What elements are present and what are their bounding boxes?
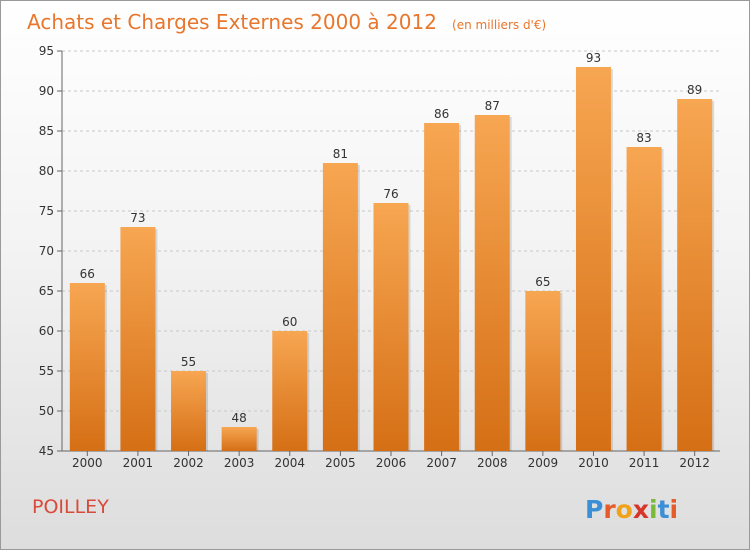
logo-letter: i bbox=[649, 495, 658, 524]
data-label: 65 bbox=[535, 275, 550, 289]
bar bbox=[575, 67, 611, 451]
x-tick-label: 2001 bbox=[123, 456, 154, 470]
y-tick-label: 55 bbox=[39, 364, 54, 378]
data-label: 89 bbox=[687, 83, 702, 97]
bar bbox=[525, 291, 561, 451]
chart-title: Achats et Charges Externes 2000 à 2012 (… bbox=[27, 10, 546, 34]
x-tick-label: 2000 bbox=[72, 456, 103, 470]
proxiti-logo: Proxiti bbox=[585, 495, 678, 524]
y-tick-label: 95 bbox=[39, 44, 54, 58]
x-tick-label: 2004 bbox=[274, 456, 305, 470]
x-tick-labels: 2000 2001 2002 2003 2004 2005 2006 2007 2008 2009… bbox=[72, 456, 710, 470]
data-labels: 66 73 55 48 60 81 76 86 87 65 93 83 89 bbox=[80, 51, 703, 425]
bar bbox=[69, 283, 105, 451]
data-label: 87 bbox=[485, 99, 500, 113]
x-tick-label: 2002 bbox=[173, 456, 204, 470]
data-label: 55 bbox=[181, 355, 196, 369]
y-tick-label: 60 bbox=[39, 324, 54, 338]
bar bbox=[424, 123, 460, 451]
y-tick-label: 70 bbox=[39, 244, 54, 258]
data-label: 60 bbox=[282, 315, 297, 329]
bar bbox=[272, 331, 308, 451]
data-label: 81 bbox=[333, 147, 348, 161]
bar bbox=[474, 115, 510, 451]
x-tick-label: 2010 bbox=[578, 456, 609, 470]
x-tick-label: 2008 bbox=[477, 456, 508, 470]
logo-letter: t bbox=[658, 495, 670, 524]
commune-name: POILLEY bbox=[32, 496, 109, 518]
x-tick-label: 2012 bbox=[679, 456, 710, 470]
x-tick-label: 2011 bbox=[629, 456, 660, 470]
data-label: 73 bbox=[130, 211, 145, 225]
chart-subtitle: (en milliers d'€) bbox=[452, 18, 546, 32]
y-tick-labels: 45 50 55 60 65 70 75 80 85 90 95 bbox=[39, 44, 54, 458]
x-tick-label: 2007 bbox=[426, 456, 457, 470]
bar bbox=[322, 163, 358, 451]
y-tick-label: 80 bbox=[39, 164, 54, 178]
bar bbox=[373, 203, 409, 451]
bar bbox=[677, 99, 713, 451]
logo-letter: r bbox=[603, 495, 616, 524]
logo-letter: x bbox=[633, 495, 649, 524]
bar bbox=[171, 371, 207, 451]
x-tick-label: 2009 bbox=[528, 456, 559, 470]
y-tick-label: 75 bbox=[39, 204, 54, 218]
bar bbox=[626, 147, 662, 451]
data-label: 93 bbox=[586, 51, 601, 65]
data-label: 66 bbox=[80, 267, 95, 281]
x-tick-label: 2003 bbox=[224, 456, 255, 470]
y-tick-label: 65 bbox=[39, 284, 54, 298]
y-tick-label: 50 bbox=[39, 404, 54, 418]
data-label: 86 bbox=[434, 107, 449, 121]
y-tick-label: 85 bbox=[39, 124, 54, 138]
logo-letter: o bbox=[616, 495, 633, 524]
logo-letter: i bbox=[670, 495, 679, 524]
logo-letter: P bbox=[585, 495, 603, 524]
data-label: 76 bbox=[383, 187, 398, 201]
y-tick-label: 90 bbox=[39, 84, 54, 98]
chart-title-main: Achats et Charges Externes 2000 à 2012 bbox=[27, 10, 437, 34]
y-tick-label: 45 bbox=[39, 444, 54, 458]
x-tick-label: 2006 bbox=[376, 456, 407, 470]
bar bbox=[221, 427, 257, 451]
bar bbox=[120, 227, 156, 451]
data-label: 48 bbox=[232, 411, 247, 425]
bars bbox=[69, 67, 715, 451]
x-tick-label: 2005 bbox=[325, 456, 356, 470]
data-label: 83 bbox=[636, 131, 651, 145]
